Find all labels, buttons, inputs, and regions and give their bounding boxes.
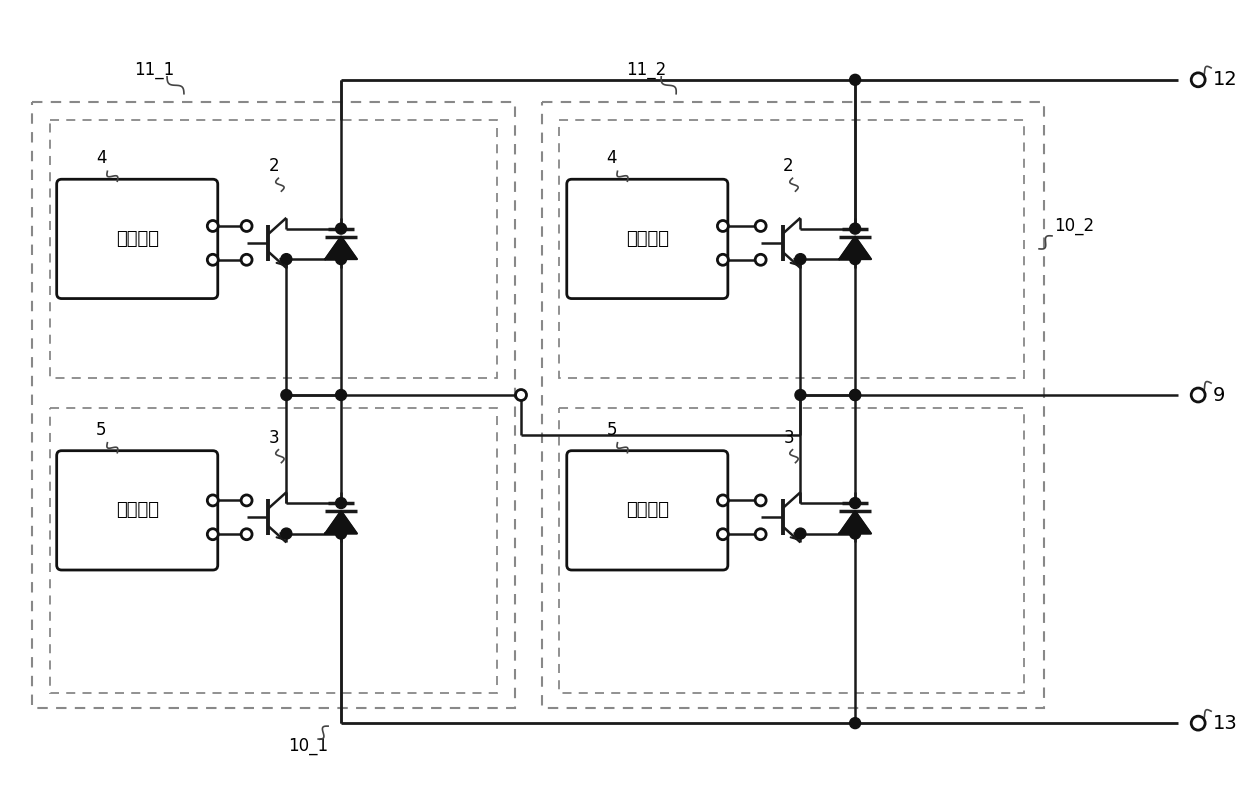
Text: 13: 13 bbox=[1213, 714, 1238, 733]
Circle shape bbox=[850, 390, 861, 401]
Text: 4: 4 bbox=[97, 149, 107, 167]
Bar bbox=[32, 102, 515, 708]
FancyBboxPatch shape bbox=[566, 179, 727, 299]
Circle shape bbox=[795, 390, 805, 401]
Text: 5: 5 bbox=[97, 421, 107, 439]
Circle shape bbox=[795, 528, 805, 539]
Circle shape bbox=[717, 529, 729, 540]
Circle shape bbox=[281, 254, 292, 265]
Circle shape bbox=[795, 254, 805, 265]
Bar bbox=[541, 102, 1044, 708]
Circle shape bbox=[717, 495, 729, 506]
Circle shape bbox=[336, 528, 347, 539]
Text: 3: 3 bbox=[783, 429, 794, 447]
Circle shape bbox=[207, 254, 218, 266]
Text: 4: 4 bbox=[606, 149, 617, 167]
Text: 3: 3 bbox=[269, 429, 280, 447]
Circle shape bbox=[756, 220, 766, 231]
Text: 9: 9 bbox=[1213, 386, 1225, 405]
Circle shape bbox=[717, 220, 729, 231]
Circle shape bbox=[756, 529, 766, 540]
Circle shape bbox=[850, 718, 861, 728]
Circle shape bbox=[336, 254, 347, 265]
Circle shape bbox=[756, 495, 766, 506]
Polygon shape bbox=[325, 237, 357, 259]
Text: 12: 12 bbox=[1213, 70, 1238, 89]
Circle shape bbox=[850, 223, 861, 234]
Circle shape bbox=[242, 254, 252, 266]
Polygon shape bbox=[325, 511, 357, 533]
Circle shape bbox=[336, 390, 347, 401]
FancyBboxPatch shape bbox=[566, 451, 727, 570]
Text: 2: 2 bbox=[269, 157, 280, 175]
Circle shape bbox=[515, 390, 527, 401]
Circle shape bbox=[242, 529, 252, 540]
Circle shape bbox=[850, 254, 861, 265]
Circle shape bbox=[281, 390, 292, 401]
Circle shape bbox=[850, 528, 861, 539]
Circle shape bbox=[1191, 73, 1206, 87]
Circle shape bbox=[756, 254, 766, 266]
Circle shape bbox=[1191, 388, 1206, 402]
Circle shape bbox=[717, 254, 729, 266]
Circle shape bbox=[850, 498, 861, 509]
Circle shape bbox=[850, 390, 861, 401]
Bar bbox=[559, 408, 1025, 693]
Polygon shape bbox=[839, 511, 871, 533]
Circle shape bbox=[242, 220, 252, 231]
Text: 驱动电路: 驱动电路 bbox=[115, 230, 159, 248]
Circle shape bbox=[850, 75, 861, 85]
Circle shape bbox=[1191, 716, 1206, 730]
Text: 10_2: 10_2 bbox=[1054, 217, 1094, 235]
Text: 10_1: 10_1 bbox=[289, 737, 328, 755]
Text: 驱动电路: 驱动电路 bbox=[115, 502, 159, 519]
Circle shape bbox=[207, 495, 218, 506]
Bar bbox=[559, 119, 1025, 378]
Circle shape bbox=[281, 528, 292, 539]
Text: 11_1: 11_1 bbox=[134, 61, 175, 79]
Text: 驱动电路: 驱动电路 bbox=[626, 230, 669, 248]
Text: 11_2: 11_2 bbox=[626, 61, 667, 79]
Text: 驱动电路: 驱动电路 bbox=[626, 502, 669, 519]
Circle shape bbox=[242, 495, 252, 506]
FancyBboxPatch shape bbox=[57, 451, 218, 570]
Text: 5: 5 bbox=[606, 421, 617, 439]
Circle shape bbox=[207, 529, 218, 540]
Circle shape bbox=[207, 220, 218, 231]
Bar bbox=[50, 408, 497, 693]
Circle shape bbox=[336, 498, 347, 509]
Polygon shape bbox=[839, 237, 871, 259]
FancyBboxPatch shape bbox=[57, 179, 218, 299]
Text: 2: 2 bbox=[783, 157, 794, 175]
Bar bbox=[50, 119, 497, 378]
Circle shape bbox=[336, 223, 347, 234]
